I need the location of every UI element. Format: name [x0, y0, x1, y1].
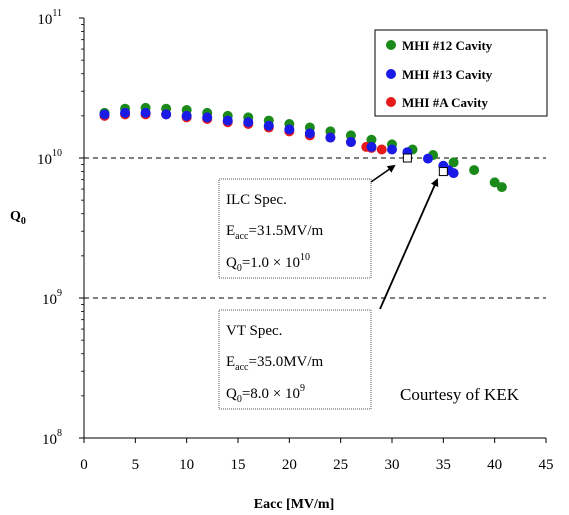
mhi13-point — [304, 128, 315, 139]
y-tick-label: 1010 — [37, 148, 62, 168]
ilc-eacc-main: E — [226, 223, 235, 239]
mhi13-point — [140, 107, 151, 118]
mhi13-point — [345, 137, 356, 148]
mhi13-point — [284, 124, 295, 135]
x-tick-label: 15 — [231, 457, 246, 473]
mhi13-point — [222, 115, 233, 126]
x-axis-title: Eacc [MV/m] — [254, 497, 334, 512]
y-tick-base: 10 — [37, 152, 52, 168]
x-tick-label: 30 — [385, 457, 400, 473]
ilc-q0-sub: 0 — [237, 263, 242, 274]
mhi13-point — [448, 168, 459, 179]
vt-spec-box — [218, 309, 372, 410]
legend-marker-mhia — [386, 97, 396, 107]
ilc-spec-annotation: ILC Spec. Eacc=31.5MV/m Q0=1.0 × 1010 — [218, 164, 396, 279]
ilc-spec-box — [218, 178, 372, 279]
spec-markers — [402, 153, 448, 177]
ilc-q0-main: Q — [226, 255, 237, 271]
vt-q0-main: Q — [226, 386, 237, 402]
y-axis-title: Q0 — [10, 209, 26, 227]
vt-q0-sup: 9 — [300, 383, 305, 394]
ilc-spec-marker — [402, 153, 412, 163]
y-tick-exp: 10 — [52, 148, 62, 159]
mhi13-point — [366, 141, 377, 152]
legend: MHI #12 Cavity MHI #13 Cavity MHI #A Cav… — [374, 29, 548, 117]
vt-spec-arrow — [379, 178, 439, 310]
y-tick-label: 1011 — [37, 8, 62, 28]
vt-spec-q0: Q0=8.0 × 109 — [226, 383, 305, 405]
mhi13-point — [161, 109, 172, 120]
x-tick-label: 20 — [282, 457, 297, 473]
legend-label-mhi13: MHI #13 Cavity — [402, 67, 493, 82]
mhi13-point — [325, 132, 336, 143]
mhi12-point — [366, 134, 377, 145]
mhi13-point — [120, 107, 131, 118]
vt-eacc-rest: =35.0MV/m — [249, 354, 324, 370]
mhi13-point — [243, 117, 254, 128]
mhi12-point — [469, 165, 480, 176]
y-tick-base: 10 — [42, 292, 57, 308]
mhi13-point — [387, 144, 397, 155]
mhi12-point — [496, 182, 507, 193]
legend-label-mhia: MHI #A Cavity — [402, 95, 488, 110]
credit-text: Courtesy of KEK — [400, 385, 520, 404]
x-tick-label: 45 — [539, 457, 554, 473]
y-axis-title-sub: 0 — [21, 216, 26, 227]
vt-q0-sub: 0 — [237, 394, 242, 405]
mhi13-point — [181, 110, 192, 121]
ilc-spec-title: ILC Spec. — [226, 192, 287, 208]
legend-marker-mhi13 — [386, 69, 396, 79]
x-tick-label: 10 — [179, 457, 194, 473]
vt-spec-marker — [438, 167, 448, 177]
legend-label-mhi12: MHI #12 Cavity — [402, 38, 493, 53]
y-tick-label: 108 — [42, 428, 62, 448]
ilc-q0-rest: =1.0 × 10 — [242, 255, 300, 271]
vt-eacc-main: E — [226, 354, 235, 370]
ilc-eacc-sub: acc — [235, 231, 249, 242]
mhi13-point — [422, 153, 433, 164]
vt-spec-eacc: Eacc=35.0MV/m — [226, 354, 324, 373]
x-tick-group: 0 5 10 15 20 25 30 35 40 45 — [80, 438, 554, 473]
mhi12-point — [489, 177, 500, 188]
ilc-spec-arrow — [370, 164, 396, 183]
x-tick-label: 25 — [333, 457, 348, 473]
ilc-spec-eacc: Eacc=31.5MV/m — [226, 223, 324, 242]
y-tick-exp: 9 — [57, 288, 62, 299]
y-tick-base: 10 — [42, 432, 57, 448]
y-tick-base: 10 — [37, 12, 52, 28]
x-tick-label: 5 — [132, 457, 140, 473]
ilc-eacc-rest: =31.5MV/m — [249, 223, 324, 239]
x-tick-label: 35 — [436, 457, 451, 473]
mhia-point — [376, 144, 387, 155]
mhi13-point — [202, 112, 213, 123]
y-axis-title-main: Q — [10, 209, 21, 224]
y-tick-exp: 8 — [57, 428, 62, 439]
x-tick-label: 0 — [80, 457, 88, 473]
vt-spec-title: VT Spec. — [226, 323, 282, 339]
vt-spec-annotation: VT Spec. Eacc=35.0MV/m Q0=8.0 × 109 — [218, 178, 439, 410]
mhi13-point — [263, 120, 274, 131]
data-points — [99, 102, 507, 193]
legend-box — [374, 29, 548, 117]
x-tick-label: 40 — [487, 457, 502, 473]
legend-marker-mhi12 — [386, 40, 396, 50]
ilc-spec-q0: Q0=1.0 × 1010 — [226, 252, 310, 274]
y-tick-exp: 11 — [52, 8, 62, 19]
vt-eacc-sub: acc — [235, 362, 249, 373]
mhi13-point — [99, 109, 110, 120]
ilc-q0-sup: 10 — [300, 252, 310, 263]
vt-q0-rest: =8.0 × 10 — [242, 386, 300, 402]
mhi12-point — [448, 157, 459, 168]
y-tick-label: 109 — [42, 288, 62, 308]
